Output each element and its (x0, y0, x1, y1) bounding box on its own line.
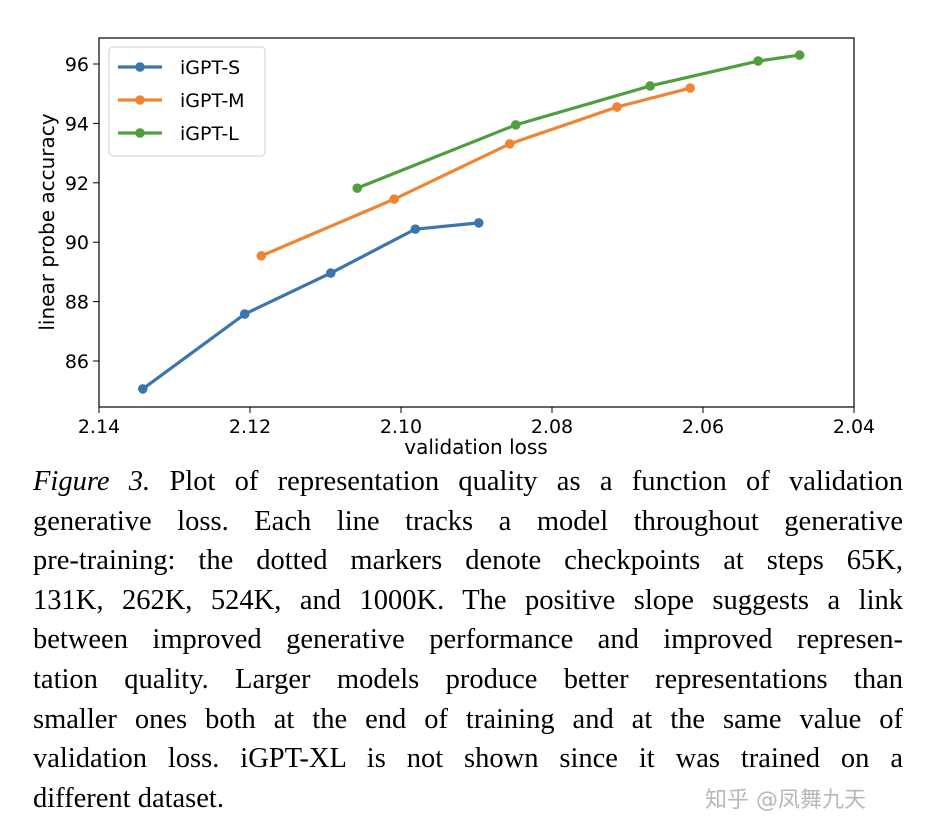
data-point (645, 81, 655, 91)
caption-line: pre-training: the dotted markers denote … (33, 541, 903, 581)
caption-text: between improved generative performance … (33, 624, 903, 656)
caption-line: tation quality. Larger models produce be… (33, 660, 903, 700)
legend-label: iGPT-S (180, 57, 240, 79)
y-tick-label: 90 (65, 232, 89, 254)
data-point (352, 183, 363, 193)
x-tick-label: 2.06 (682, 416, 724, 438)
data-point (389, 194, 400, 204)
data-point (685, 83, 695, 93)
legend-marker (135, 128, 145, 138)
figure-label: Figure 3. (33, 466, 151, 497)
x-tick-label: 2.14 (78, 416, 120, 438)
x-tick-label: 2.04 (833, 416, 875, 438)
x-axis-label: validation loss (404, 435, 547, 459)
caption-line: validation loss. iGPT-XL is not shown si… (33, 739, 903, 779)
x-tick-label: 2.08 (531, 416, 573, 438)
data-point (137, 384, 148, 394)
y-tick-label: 92 (65, 173, 89, 195)
legend: iGPT-S iGPT-M iGPT-L (108, 46, 266, 157)
y-tick-label: 88 (65, 292, 89, 314)
series-line-igpt-m (260, 86, 691, 258)
caption-text: Plot of representation quality as a func… (150, 466, 903, 497)
legend-marker (135, 95, 145, 105)
data-point (504, 139, 515, 149)
x-tick-label: 2.12 (229, 416, 271, 438)
y-tick-label: 94 (65, 113, 89, 135)
caption-text: validation loss. iGPT-XL is not shown si… (33, 743, 903, 775)
legend-marker (135, 62, 145, 72)
caption-text: tation quality. Larger models produce be… (33, 663, 903, 695)
caption-line: generative loss. Each line tracks a mode… (33, 502, 903, 542)
series-line-igpt-s (141, 221, 479, 391)
x-tick-label: 2.10 (380, 416, 422, 438)
y-tick-label: 86 (65, 351, 89, 373)
data-point (256, 251, 267, 261)
data-point (473, 218, 484, 228)
caption-text: generative loss. Each line tracks a mode… (33, 505, 903, 537)
data-point (612, 102, 622, 112)
caption-line: between improved generative performance … (33, 620, 903, 660)
caption-line: different dataset. (33, 779, 903, 819)
y-axis-label: linear probe accuracy (35, 113, 59, 330)
data-point (239, 309, 250, 319)
legend-box (108, 46, 266, 157)
caption-text: 131K, 262K, 524K, and 1000K. The positiv… (33, 584, 903, 616)
data-point (794, 50, 805, 60)
y-tick-label: 96 (65, 54, 89, 76)
data-point (325, 268, 336, 278)
caption-line: 131K, 262K, 524K, and 1000K. The positiv… (33, 581, 903, 621)
watermark: 知乎 @凤舞九天 (705, 788, 866, 813)
caption-line: Figure 3. Plot of representation quality… (33, 462, 903, 502)
legend-label: iGPT-L (180, 123, 239, 145)
legend-label: iGPT-M (180, 90, 245, 112)
plot-frame (98, 37, 855, 408)
data-point (410, 224, 421, 234)
data-point (753, 56, 763, 66)
caption-text: different dataset. (33, 782, 224, 814)
caption-line: smaller ones both at the end of training… (33, 700, 903, 740)
data-point (510, 120, 521, 130)
figure-caption: Figure 3. Plot of representation quality… (33, 462, 903, 818)
caption-text: smaller ones both at the end of training… (33, 703, 903, 735)
line-chart: 2.14 2.12 2.10 2.08 2.06 2.04 86 88 90 92 94 96 val… (35, 37, 875, 459)
caption-text: pre-training: the dotted markers denote … (33, 545, 903, 577)
